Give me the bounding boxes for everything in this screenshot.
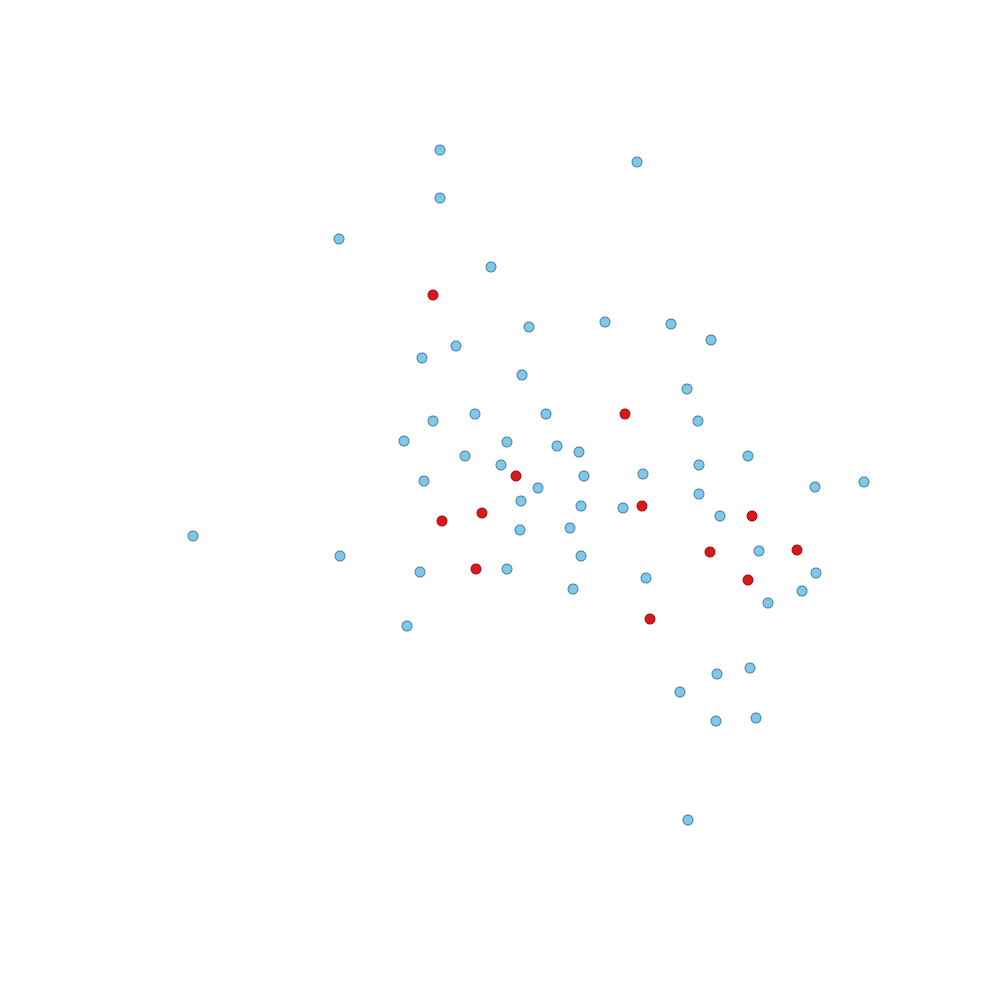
blue-data-point — [640, 572, 652, 584]
blue-data-point — [744, 662, 756, 674]
red-data-point — [644, 613, 656, 625]
blue-data-point — [187, 530, 199, 542]
blue-data-point — [682, 814, 694, 826]
blue-data-point — [567, 583, 579, 595]
blue-data-point — [575, 500, 587, 512]
blue-data-point — [551, 440, 563, 452]
blue-data-point — [578, 470, 590, 482]
blue-data-point — [693, 459, 705, 471]
blue-data-point — [495, 459, 507, 471]
blue-data-point — [750, 712, 762, 724]
blue-data-point — [401, 620, 413, 632]
red-data-point — [791, 544, 803, 556]
blue-data-point — [434, 192, 446, 204]
blue-data-point — [416, 352, 428, 364]
blue-data-point — [711, 668, 723, 680]
blue-data-point — [742, 450, 754, 462]
red-data-point — [746, 510, 758, 522]
red-data-point — [470, 563, 482, 575]
blue-data-point — [796, 585, 808, 597]
blue-data-point — [617, 502, 629, 514]
blue-data-point — [469, 408, 481, 420]
blue-data-point — [762, 597, 774, 609]
blue-data-point — [501, 436, 513, 448]
blue-data-point — [532, 482, 544, 494]
blue-data-point — [418, 475, 430, 487]
blue-data-point — [575, 550, 587, 562]
blue-data-point — [714, 510, 726, 522]
red-data-point — [636, 500, 648, 512]
blue-data-point — [710, 715, 722, 727]
red-data-point — [742, 574, 754, 586]
blue-data-point — [414, 566, 426, 578]
scatter-points — [187, 144, 870, 826]
red-data-point — [476, 507, 488, 519]
red-data-point — [619, 408, 631, 420]
blue-data-point — [485, 261, 497, 273]
blue-data-point — [637, 468, 649, 480]
red-data-point — [427, 289, 439, 301]
blue-data-point — [681, 383, 693, 395]
blue-data-point — [398, 435, 410, 447]
blue-data-point — [631, 156, 643, 168]
blue-data-point — [334, 550, 346, 562]
blue-data-point — [810, 567, 822, 579]
blue-data-point — [693, 488, 705, 500]
blue-data-point — [674, 686, 686, 698]
blue-data-point — [692, 415, 704, 427]
blue-data-point — [459, 450, 471, 462]
blue-data-point — [523, 321, 535, 333]
blue-data-point — [516, 369, 528, 381]
blue-data-point — [858, 476, 870, 488]
blue-data-point — [809, 481, 821, 493]
blue-data-point — [434, 144, 446, 156]
blue-data-point — [450, 340, 462, 352]
blue-data-point — [515, 495, 527, 507]
blue-data-point — [599, 316, 611, 328]
blue-data-point — [564, 522, 576, 534]
blue-data-point — [665, 318, 677, 330]
red-data-point — [510, 470, 522, 482]
blue-data-point — [573, 446, 585, 458]
blue-data-point — [333, 233, 345, 245]
blue-data-point — [753, 545, 765, 557]
blue-data-point — [540, 408, 552, 420]
red-data-point — [704, 546, 716, 558]
blue-data-point — [514, 524, 526, 536]
blue-data-point — [501, 563, 513, 575]
blue-data-point — [705, 334, 717, 346]
red-data-point — [436, 515, 448, 527]
blue-data-point — [427, 415, 439, 427]
